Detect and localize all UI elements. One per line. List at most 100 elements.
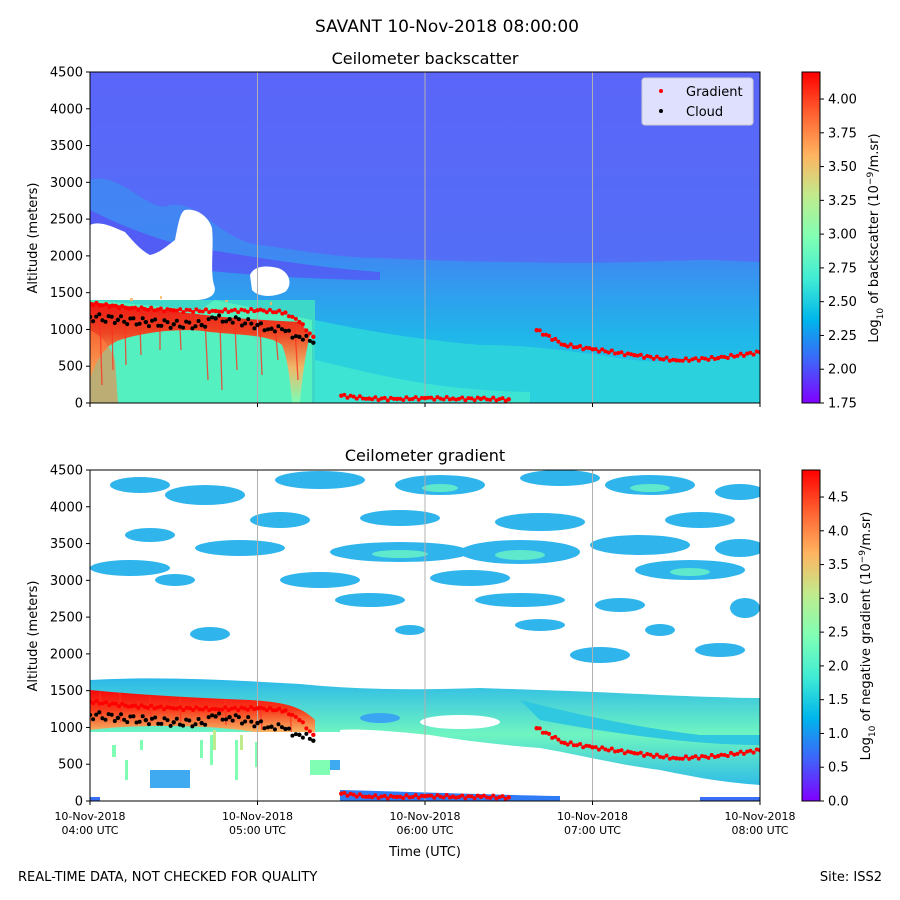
gradient-marker-150 [677,358,682,363]
gradient-marker-0 [91,701,96,706]
gradient-marker-42 [236,708,241,713]
cloud-marker-20 [159,721,164,726]
cloud-marker-53 [290,335,295,340]
cloud-marker-5 [106,314,111,319]
gradient-colorbar: 0.0 0.5 1.0 1.5 2.0 2.5 3.0 3.5 4.0 4.5 Log10 of … [801,469,878,810]
gradient-point-13 [478,794,484,800]
gradient-marker-166 [732,354,737,359]
cloud-marker-15 [140,714,145,719]
backscatter-x-ticks [89,403,761,407]
cloud-marker-33 [206,715,211,720]
gradient-marker-118 [565,344,570,349]
gradient-marker-16 [145,705,150,710]
gradient-point-13 [478,396,484,402]
cloud-marker-13 [134,720,139,725]
gradient-point-21 [757,350,760,355]
gradient-point-12 [450,396,456,401]
cloud-marker-55 [300,337,305,342]
cloud-marker-48 [265,327,270,332]
gradient-marker-136 [625,351,630,356]
gradient-marker-87 [429,395,434,400]
backscatter-ylabel: Altitude (meters) [26,183,41,294]
gradient-marker-39 [226,708,231,713]
gradient-marker-105 [491,793,496,798]
gradient-marker-3 [100,701,105,706]
gradient-marker-173 [754,747,759,752]
gradient-marker-2 [97,701,102,706]
gradient-marker-149 [671,755,676,760]
backscatter-title: Ceilometer backscatter [332,49,519,68]
cloud-marker-8 [119,314,124,319]
gradient-marker-45 [245,309,250,314]
gradient-marker-99 [469,794,474,799]
gradient-marker-57 [290,712,295,717]
gradient-marker-46 [249,704,254,709]
colorbar-tick-label-7: 3.5 [828,558,849,573]
gradient-marker-94 [454,795,459,800]
gradient-marker-95 [457,396,462,401]
suptitle: SAVANT 10-Nov-2018 08:00:00 [315,17,579,37]
cloud-marker-27 [184,717,189,722]
gradient-point-10 [394,396,400,402]
y-tick-label-4: 2000 [50,647,83,662]
gradient-marker-154 [690,357,695,362]
gradient-marker-127 [596,349,601,354]
cloud-point-2 [143,319,149,325]
gradient-marker-106 [494,398,499,403]
gradient-point-6 [297,319,302,325]
gradient-marker-131 [609,348,614,353]
gradient-marker-48 [258,705,263,710]
cloud-marker-42 [243,321,248,326]
gradient-marker-170 [745,749,750,754]
gradient-marker-41 [232,307,237,312]
cloud-marker-11 [128,316,133,321]
cloud-point-11 [311,340,316,345]
x-tick-label-2: 06:00 UTC [396,824,453,837]
gradient-marker-10 [123,305,128,310]
gradient-marker-52 [271,708,276,713]
gradient-marker-77 [391,794,396,799]
gradient-point-7 [311,334,316,339]
gradient-marker-142 [648,354,653,359]
cloud-marker-1 [94,314,99,319]
cloud-marker-1 [94,712,99,717]
gradient-marker-108 [500,794,505,799]
legend: Gradient Cloud [641,77,754,126]
cloud-marker-40 [236,317,241,322]
gradient-marker-96 [460,793,465,798]
gradient-marker-28 [187,706,192,711]
gradient-marker-6 [110,701,115,706]
gradient-marker-111 [540,730,545,735]
gradient-marker-102 [481,395,486,400]
gradient-marker-121 [574,345,579,350]
cloud-marker-52 [286,328,291,333]
gradient-marker-119 [568,342,573,347]
gradient-marker-48 [258,307,263,312]
gradient-marker-161 [712,755,717,760]
gradient-marker-22 [165,705,170,710]
y-tick-label-5: 2500 [50,213,83,228]
cloud-marker-29 [190,724,195,729]
cloud-marker-55 [300,735,305,740]
cloud-marker-38 [230,320,235,325]
gradient-marker-91 [441,795,446,800]
gradient-marker-103 [485,795,490,800]
cloud-point-8 [269,326,274,331]
gradient-marker-33 [203,307,208,312]
colorbar-tick-label-3: 1.5 [828,693,849,708]
cloud-marker-49 [272,329,277,334]
gradient-marker-89 [435,395,440,400]
gradient-marker-147 [664,753,669,758]
gradient-marker-66 [354,794,359,799]
gradient-marker-31 [197,707,202,712]
gradient-marker-25 [178,307,183,312]
gradient-marker-4 [104,700,109,705]
cloud-point-9 [283,726,288,732]
gradient-marker-169 [741,751,746,756]
colorbar-tick-label-9: 4.5 [828,491,849,506]
gradient-marker-105 [491,395,496,400]
cloud-marker-47 [262,328,267,333]
gradient-marker-160 [709,753,714,758]
gradient-marker-43 [239,705,244,710]
